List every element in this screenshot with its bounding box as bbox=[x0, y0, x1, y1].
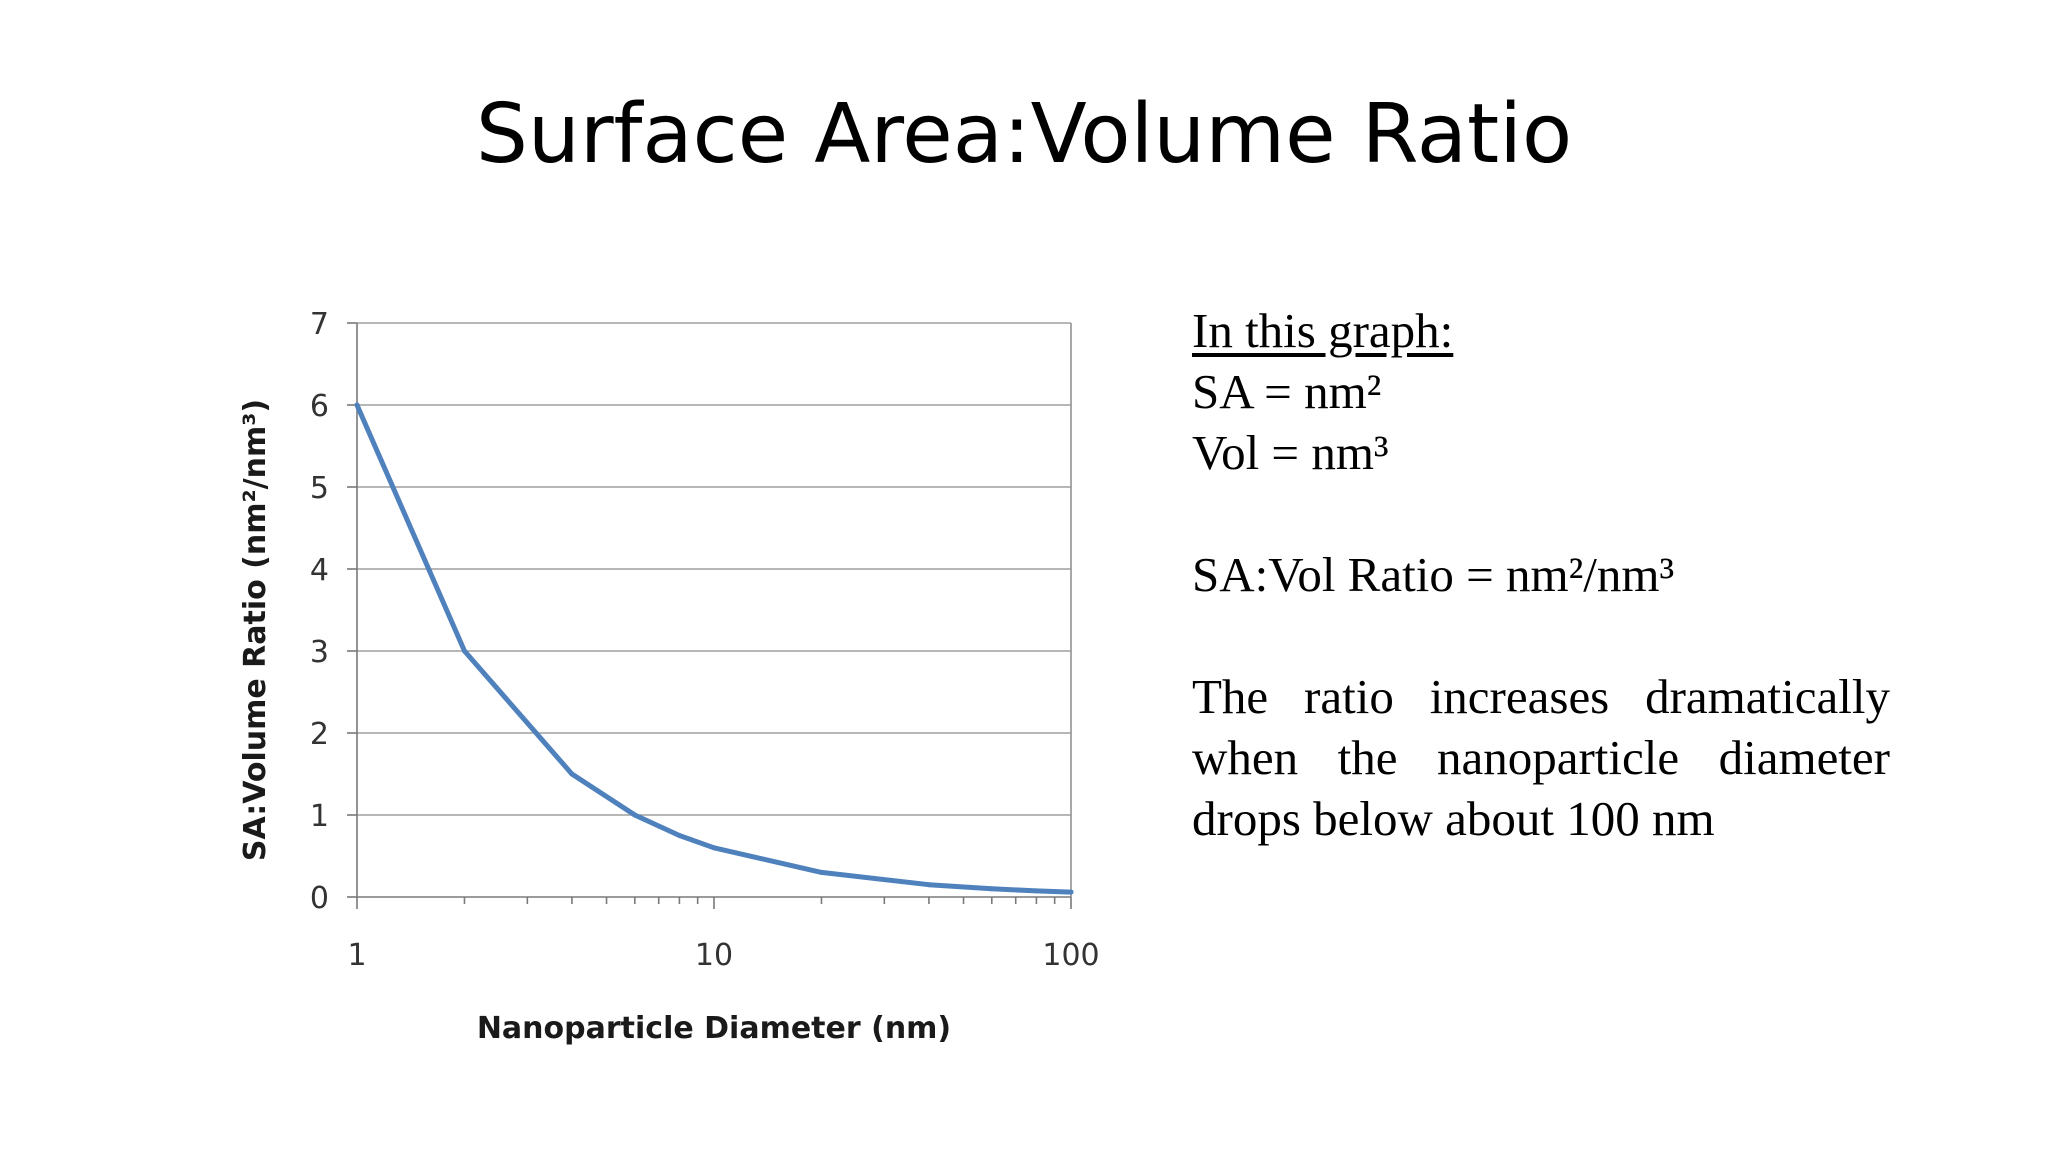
data-point bbox=[569, 771, 575, 777]
notes-sa-line: SA = nm² bbox=[1192, 364, 1382, 419]
notes-paragraph: The ratio increases dramatically when th… bbox=[1192, 669, 1890, 846]
data-point bbox=[989, 886, 995, 892]
data-point bbox=[354, 402, 360, 408]
x-tick-label: 10 bbox=[695, 938, 733, 973]
notes-spacer bbox=[1192, 605, 1890, 666]
chart: 0 1 2 3 4 5 6 7 1 10 100 Nanoparticle Diameter (nm… bbox=[200, 290, 1140, 1080]
y-tick-label: 3 bbox=[310, 635, 329, 670]
notes-spacer bbox=[1192, 483, 1890, 544]
notes-vol-line: Vol = nm³ bbox=[1192, 425, 1389, 480]
data-point bbox=[711, 845, 717, 851]
notes-heading: In this graph: bbox=[1192, 303, 1454, 358]
data-point bbox=[926, 882, 932, 888]
data-point bbox=[1033, 888, 1039, 894]
data-point bbox=[1068, 889, 1074, 895]
data-point bbox=[632, 812, 638, 818]
plot-area bbox=[357, 323, 1071, 897]
x-tick-label: 1 bbox=[347, 938, 366, 973]
y-tick-label: 2 bbox=[310, 717, 329, 752]
y-tick-label: 7 bbox=[310, 307, 329, 342]
y-axis-title: SA:Volume Ratio (nm²/nm³) bbox=[238, 399, 273, 861]
y-tick-label: 0 bbox=[310, 881, 329, 916]
data-point bbox=[461, 648, 467, 654]
y-tick-label: 1 bbox=[310, 799, 329, 834]
x-tick-label: 100 bbox=[1042, 938, 1099, 973]
notes-ratio-line: SA:Vol Ratio = nm²/nm³ bbox=[1192, 547, 1675, 602]
slide-title: Surface Area:Volume Ratio bbox=[475, 87, 1573, 182]
x-axis-title: Nanoparticle Diameter (nm) bbox=[477, 1011, 951, 1046]
y-tick-label: 5 bbox=[310, 471, 329, 506]
y-tick-label: 6 bbox=[310, 389, 329, 424]
data-point bbox=[818, 869, 824, 875]
notes-panel: In this graph: SA = nm² Vol = nm³ SA:Vol… bbox=[1192, 300, 1890, 849]
y-tick-label: 4 bbox=[310, 553, 329, 588]
data-point bbox=[676, 833, 682, 838]
